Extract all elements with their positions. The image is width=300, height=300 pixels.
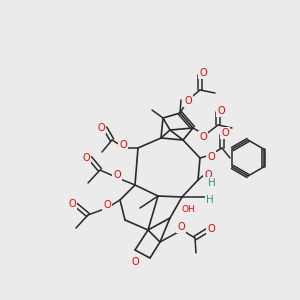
Text: O: O (177, 222, 185, 232)
Text: O: O (207, 152, 215, 162)
Text: O: O (217, 106, 225, 116)
Text: O: O (184, 96, 192, 106)
Text: O: O (68, 199, 76, 209)
Text: O: O (207, 224, 215, 234)
Text: OH: OH (181, 206, 195, 214)
Text: O: O (119, 140, 127, 150)
Text: O: O (113, 170, 121, 180)
Text: O: O (199, 68, 207, 78)
Text: O: O (97, 123, 105, 133)
Text: O: O (204, 170, 212, 180)
Text: H: H (208, 178, 216, 188)
Text: O: O (131, 257, 139, 267)
Text: H: H (206, 195, 214, 205)
Text: O: O (82, 153, 90, 163)
Text: O: O (199, 132, 207, 142)
Text: O: O (103, 200, 111, 210)
Text: O: O (221, 128, 229, 138)
